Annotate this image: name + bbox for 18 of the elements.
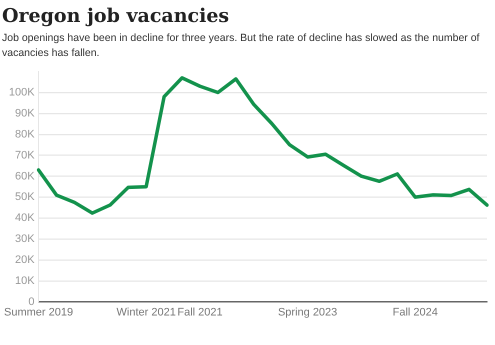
y-tick-label: 70K bbox=[14, 149, 36, 162]
x-tick-label: Fall 2024 bbox=[392, 306, 438, 318]
y-tick-label: 80K bbox=[14, 128, 36, 140]
chart-subtitle: Job openings have been in decline for three years. But the rate of decline has slowed as the number of vacancies has fallen. bbox=[2, 31, 480, 61]
y-tick-label: 20K bbox=[14, 254, 36, 266]
y-tick-label: 40K bbox=[14, 212, 36, 224]
y-tick-label: 90K bbox=[14, 107, 36, 120]
x-tick-label: Summer 2019 bbox=[4, 306, 74, 318]
y-tick-label: 50K bbox=[14, 191, 36, 204]
y-tick-label: 60K bbox=[14, 170, 36, 182]
x-tick-label: Spring 2023 bbox=[278, 306, 338, 318]
y-tick-label: 30K bbox=[14, 233, 36, 246]
x-tick-label: Fall 2021 bbox=[177, 306, 223, 318]
y-tick-label: 10K bbox=[14, 274, 36, 287]
x-tick-label: Winter 2021 bbox=[116, 306, 176, 318]
y-tick-label: 100K bbox=[8, 86, 36, 99]
chart-title: Oregon job vacancies bbox=[2, 4, 230, 28]
y-tick-label: 0 bbox=[28, 296, 35, 308]
